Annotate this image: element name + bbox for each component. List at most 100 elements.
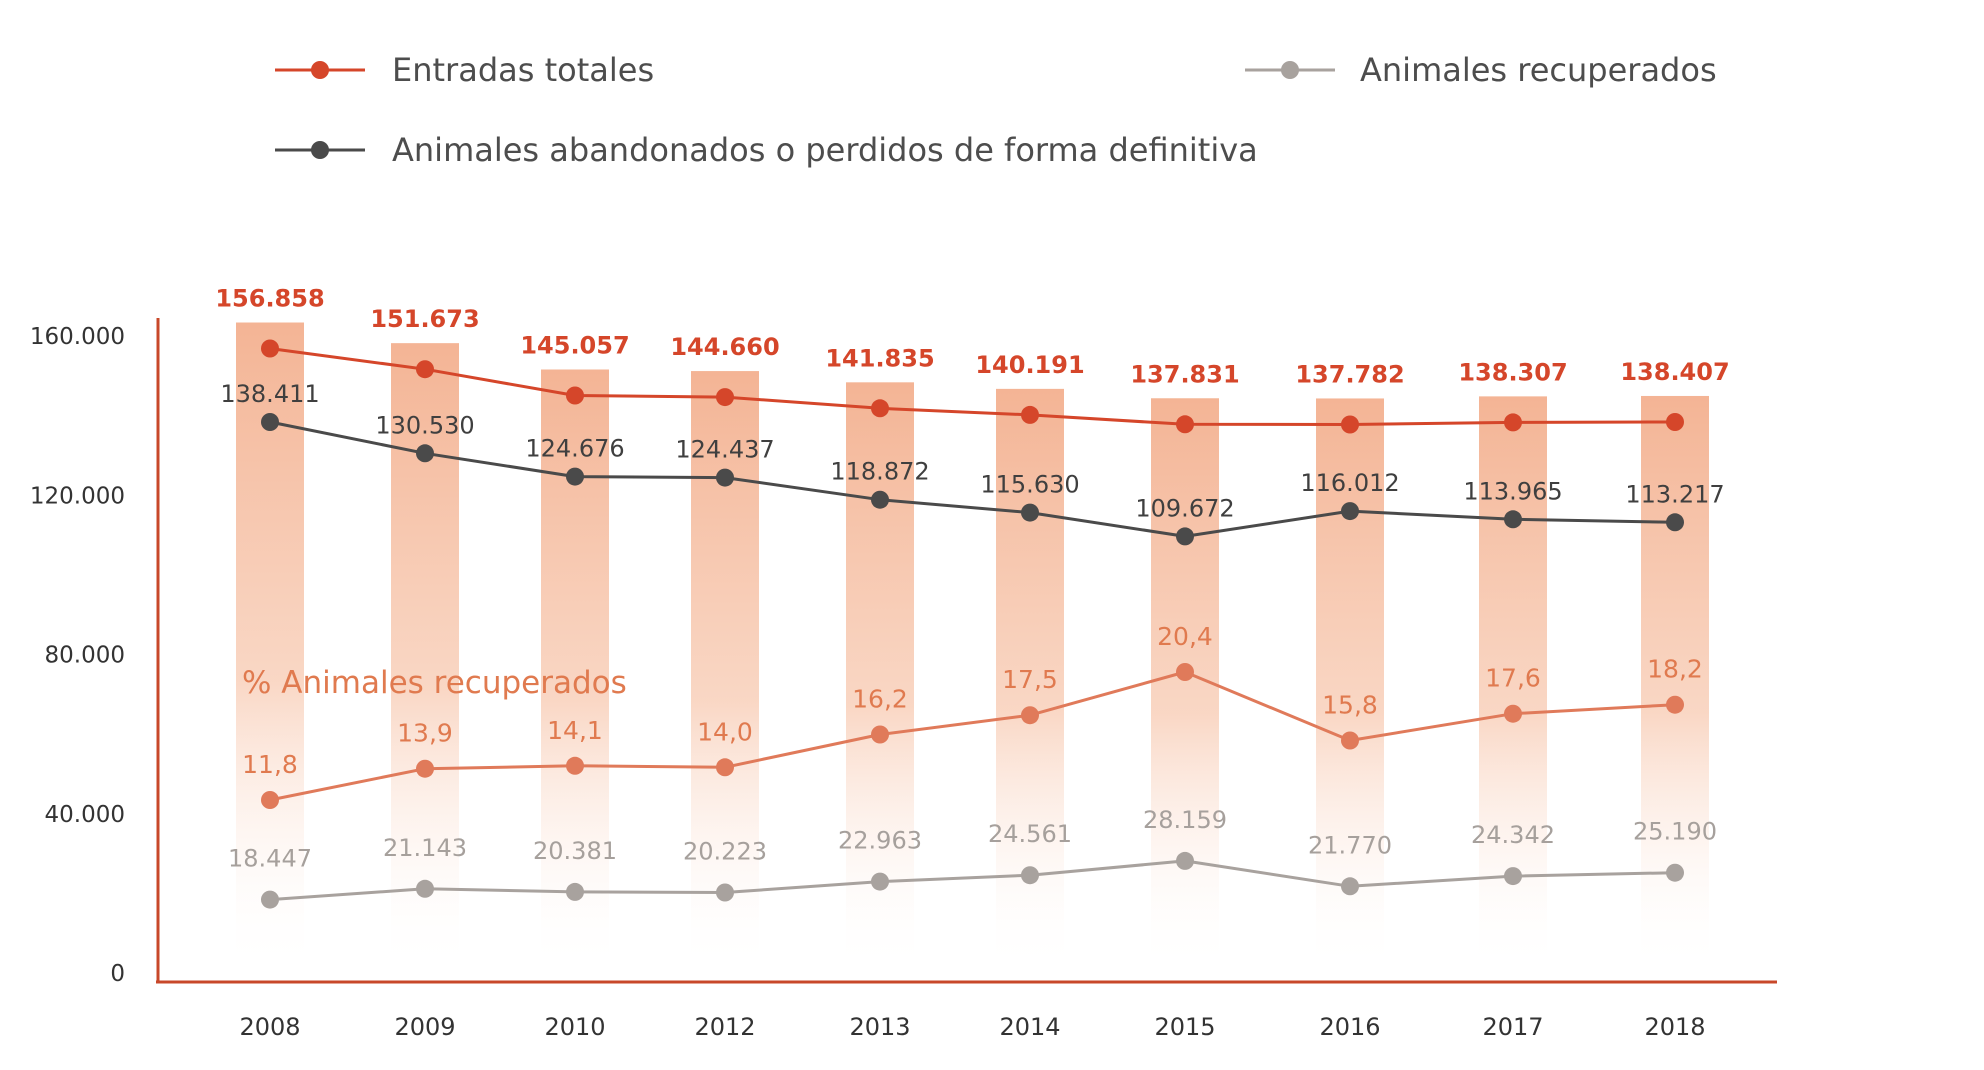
label-total-2008: 156.858 xyxy=(215,285,324,313)
line-pct xyxy=(269,670,1676,802)
bar-2016 xyxy=(1316,398,1384,973)
label-pct-2008: 11,8 xyxy=(242,750,298,779)
legend-marker-abandoned xyxy=(311,141,329,159)
label-recovered-2018: 25.190 xyxy=(1633,818,1717,846)
legend-label-total: Entradas totales xyxy=(392,51,654,89)
label-pct-2012: 14,0 xyxy=(697,717,753,746)
x-axis-ticks: 2008 2009 2010 2012 2013 2014 2015 2016 2017 2018 xyxy=(239,1013,1705,1041)
label-total-2014: 140.191 xyxy=(975,351,1084,379)
label-abandoned-2012: 124.437 xyxy=(675,436,774,464)
x-tick-label-2016: 2016 xyxy=(1319,1013,1380,1041)
label-recovered-2010: 20.381 xyxy=(533,837,617,865)
y-tick-label: 40.000 xyxy=(45,802,125,828)
label-total-2017: 138.307 xyxy=(1458,358,1567,386)
label-total-2015: 137.831 xyxy=(1130,360,1239,388)
label-pct-2013: 16,2 xyxy=(852,685,908,714)
label-pct-2016: 15,8 xyxy=(1322,691,1378,720)
y-tick-label: 120.000 xyxy=(30,483,125,509)
point-pct-2015 xyxy=(1176,663,1194,681)
point-pct-2010 xyxy=(566,756,584,775)
point-total-2013 xyxy=(871,399,889,418)
point-pct-2014 xyxy=(1021,706,1039,725)
x-tick-label-2017: 2017 xyxy=(1482,1013,1543,1041)
line-recovered xyxy=(269,859,1676,902)
point-pct-2018 xyxy=(1666,695,1684,714)
point-abandoned-2016 xyxy=(1341,502,1359,521)
label-pct-2015: 20,4 xyxy=(1157,622,1213,651)
point-pct-2008 xyxy=(261,791,279,809)
label-pct-2017: 17,6 xyxy=(1485,664,1541,693)
point-abandoned-2012 xyxy=(716,468,734,487)
x-tick-label-2018: 2018 xyxy=(1644,1013,1705,1041)
x-tick-label-2013: 2013 xyxy=(849,1013,910,1041)
label-total-2009: 151.673 xyxy=(370,305,479,333)
point-recovered-2013 xyxy=(871,872,889,891)
x-tick-label-2010: 2010 xyxy=(544,1013,605,1041)
legend-marker-total xyxy=(311,61,329,79)
point-abandoned-2018 xyxy=(1666,513,1684,532)
point-abandoned-2013 xyxy=(871,490,889,509)
label-recovered-2016: 21.770 xyxy=(1308,831,1392,859)
data-labels: 156.858 151.673 145.057 144.660 141.835 140.1… xyxy=(215,285,1729,873)
point-recovered-2008 xyxy=(261,890,279,909)
label-total-2013: 141.835 xyxy=(825,344,934,372)
label-recovered-2017: 24.342 xyxy=(1471,821,1555,849)
line-abandoned xyxy=(269,420,1676,538)
label-recovered-2013: 22.963 xyxy=(838,827,922,855)
point-pct-2016 xyxy=(1341,731,1359,750)
y-axis-ticks: 0 40.000 80.000 120.000 160.000 xyxy=(30,324,125,987)
x-tick-label-2009: 2009 xyxy=(394,1013,455,1041)
y-tick-label: 0 xyxy=(110,961,125,987)
label-pct-2009: 13,9 xyxy=(397,719,453,748)
pct-series-title: % Animales recuperados xyxy=(242,665,627,701)
label-abandoned-2013: 118.872 xyxy=(830,458,929,486)
label-recovered-2012: 20.223 xyxy=(683,838,767,866)
line-total xyxy=(269,347,1676,426)
series-lines xyxy=(261,339,1684,909)
point-total-2017 xyxy=(1504,413,1522,432)
x-tick-label-2014: 2014 xyxy=(999,1013,1060,1041)
point-abandoned-2014 xyxy=(1021,503,1039,522)
x-tick-label-2015: 2015 xyxy=(1154,1013,1215,1041)
point-total-2015 xyxy=(1176,415,1194,434)
y-tick-label: 80.000 xyxy=(45,643,125,669)
point-total-2009 xyxy=(416,360,434,379)
legend-label-abandoned: Animales abandonados o perdidos de forma… xyxy=(392,131,1258,169)
point-abandoned-2008 xyxy=(261,413,279,431)
point-abandoned-2017 xyxy=(1504,510,1522,529)
label-abandoned-2008: 138.411 xyxy=(220,380,319,408)
point-pct-2012 xyxy=(716,758,734,777)
label-pct-2018: 18,2 xyxy=(1647,655,1703,684)
label-abandoned-2009: 130.530 xyxy=(375,411,474,439)
x-tick-label-2012: 2012 xyxy=(694,1013,755,1041)
point-pct-2009 xyxy=(416,759,434,778)
point-recovered-2017 xyxy=(1504,867,1522,886)
point-abandoned-2010 xyxy=(566,467,584,486)
y-tick-label: 160.000 xyxy=(30,324,125,350)
label-total-2010: 145.057 xyxy=(520,332,629,360)
point-abandoned-2015 xyxy=(1176,527,1194,546)
label-recovered-2014: 24.561 xyxy=(988,820,1072,848)
legend-entry-total: Entradas totales xyxy=(275,51,654,89)
legend: Entradas totales Animales recuperados An… xyxy=(275,51,1717,169)
point-abandoned-2009 xyxy=(416,444,434,463)
point-pct-2013 xyxy=(871,725,889,744)
label-abandoned-2015: 109.672 xyxy=(1135,494,1234,522)
label-abandoned-2017: 113.965 xyxy=(1463,477,1562,505)
label-recovered-2015: 28.159 xyxy=(1143,806,1227,834)
point-recovered-2015 xyxy=(1176,851,1194,870)
point-recovered-2016 xyxy=(1341,877,1359,896)
x-tick-label-2008: 2008 xyxy=(239,1013,300,1041)
point-recovered-2014 xyxy=(1021,866,1039,885)
label-total-2016: 137.782 xyxy=(1295,361,1404,389)
point-recovered-2010 xyxy=(566,882,584,901)
point-total-2012 xyxy=(716,388,734,407)
point-recovered-2009 xyxy=(416,879,434,898)
label-recovered-2009: 21.143 xyxy=(383,834,467,862)
legend-marker-recovered xyxy=(1281,61,1299,79)
label-pct-2014: 17,5 xyxy=(1002,665,1058,694)
label-pct-2010: 14,1 xyxy=(547,716,603,745)
point-total-2018 xyxy=(1666,413,1684,431)
point-recovered-2018 xyxy=(1666,863,1684,882)
